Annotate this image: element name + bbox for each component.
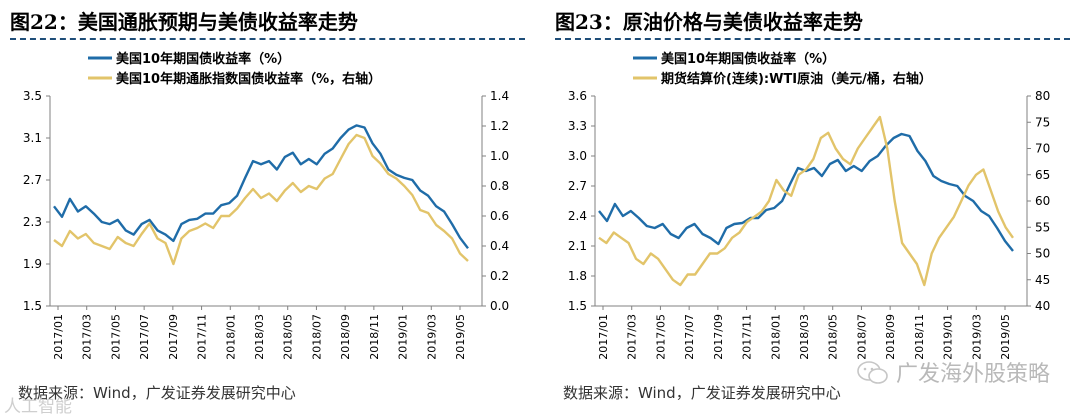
left-x-tick-label: 2018/09: [339, 314, 352, 360]
right-x-tick-label: 2019/05: [999, 314, 1012, 360]
right-right-tick-label: 55: [1035, 220, 1050, 234]
left-left-tick-label: 3.1: [23, 131, 42, 145]
right-left-tick-label: 2.1: [568, 239, 587, 253]
left-legend-label-0: 美国10年期国债收益率（%）: [116, 51, 290, 67]
right-x-tick-label: 2018/03: [798, 314, 811, 360]
right-left-tick-label: 3.0: [568, 149, 587, 163]
left-right-tick-label: 1.0: [490, 149, 509, 163]
right-x-tick-label: 2018/09: [884, 314, 897, 360]
left-right-tick-label: 1.2: [490, 119, 509, 133]
left-x-tick-label: 2018/05: [282, 314, 295, 360]
left-right-tick-label: 0.2: [490, 269, 509, 283]
right-left-tick-label: 2.4: [568, 209, 587, 223]
left-x-tick-label: 2017/07: [138, 314, 151, 360]
left-x-tick-label: 2018/07: [310, 314, 323, 360]
left-left-tick-label: 1.9: [23, 257, 42, 271]
wechat-watermark-icon: [857, 361, 888, 384]
right-left-tick-label: 3.3: [568, 119, 587, 133]
left-left-tick-label: 1.5: [23, 299, 42, 313]
right-right-tick-label: 40: [1035, 299, 1050, 313]
left-chart-panel: 图22：美国通胀预期与美债收益率走势 美国10年期国债收益率（%） 美国10年期通…: [0, 0, 530, 418]
left-series-line-1: [53, 133, 469, 266]
right-chart: 美国10年期国债收益率（%） 期货结算价(连续):WTI原油（美元/桶，右轴） 1.…: [568, 51, 1050, 360]
right-right-tick-label: 50: [1035, 247, 1050, 261]
left-x-tick-label: 2019/05: [454, 314, 467, 360]
left-x-tick-label: 2017/11: [196, 314, 209, 360]
left-x-tick-label: 2017/01: [52, 314, 65, 360]
right-x-tick-label: 2017/05: [654, 314, 667, 360]
right-chart-title: 图23：原油价格与美债收益率走势: [555, 10, 863, 34]
right-legend-label-1: 期货结算价(连续):WTI原油（美元/桶，右轴）: [661, 71, 932, 87]
right-x-tick-label: 2017/07: [683, 314, 696, 360]
left-x-tick-label: 2017/03: [81, 314, 94, 360]
right-series-line-1: [598, 115, 1014, 287]
right-right-tick-label: 75: [1035, 115, 1050, 129]
watermark-text: 广发海外股策略: [895, 362, 1050, 387]
right-right-tick-label: 65: [1035, 168, 1050, 182]
left-left-tick-label: 2.7: [23, 173, 42, 187]
left-title-rule: [10, 38, 525, 40]
right-right-tick-label: 70: [1035, 142, 1050, 156]
right-x-tick-label: 2017/01: [597, 314, 610, 360]
right-left-tick-label: 1.5: [568, 299, 587, 313]
right-source-note: 数据来源：Wind，广发证券发展研究中心: [563, 384, 841, 402]
right-x-tick-label: 2018/07: [855, 314, 868, 360]
left-chart: 美国10年期国债收益率（%） 美国10年期通胀指数国债收益率（%，右轴） 1.5 1.…: [23, 51, 509, 360]
right-right-tick-label: 60: [1035, 194, 1050, 208]
left-left-tick-label: 2.3: [23, 215, 42, 229]
right-left-tick-label: 3.6: [568, 89, 587, 103]
right-x-tick-label: 2017/03: [626, 314, 639, 360]
right-x-tick-label: 2019/01: [942, 314, 955, 360]
left-x-tick-label: 2017/05: [109, 314, 122, 360]
left-left-tick-label: 3.5: [23, 89, 42, 103]
left-chart-title: 图22：美国通胀预期与美债收益率走势: [10, 10, 358, 34]
left-right-tick-label: 1.4: [490, 89, 509, 103]
right-left-tick-label: 1.8: [568, 269, 587, 283]
right-x-tick-label: 2019/03: [970, 314, 983, 360]
right-chart-panel: 图23：原油价格与美债收益率走势 美国10年期国债收益率（%） 期货结算价(连续)…: [545, 0, 1075, 418]
right-x-tick-label: 2017/09: [712, 314, 725, 360]
left-x-tick-label: 2019/03: [425, 314, 438, 360]
right-x-tick-label: 2018/05: [827, 314, 840, 360]
left-right-tick-label: 0.6: [490, 209, 509, 223]
left-x-tick-label: 2018/03: [253, 314, 266, 360]
right-x-tick-label: 2018/01: [769, 314, 782, 360]
right-x-tick-label: 2017/11: [741, 314, 754, 360]
left-x-tick-label: 2018/01: [224, 314, 237, 360]
left-x-tick-label: 2019/01: [397, 314, 410, 360]
left-right-tick-label: 0.8: [490, 179, 509, 193]
right-legend-label-0: 美国10年期国债收益率（%）: [661, 51, 835, 67]
left-x-tick-label: 2017/09: [167, 314, 180, 360]
right-series-line-0: [598, 132, 1014, 252]
left-x-tick-label: 2018/11: [368, 314, 381, 360]
watermark-text-left: 人工智能: [4, 397, 72, 417]
right-title-rule: [555, 38, 1070, 40]
left-source-note: 数据来源：Wind，广发证券发展研究中心: [18, 384, 296, 402]
left-legend-label-1: 美国10年期通胀指数国债收益率（%，右轴）: [116, 71, 381, 87]
right-right-tick-label: 80: [1035, 89, 1050, 103]
left-right-tick-label: 0.4: [490, 239, 509, 253]
right-right-tick-label: 45: [1035, 273, 1050, 287]
left-right-tick-label: 0.0: [490, 299, 509, 313]
right-x-tick-label: 2018/11: [913, 314, 926, 360]
left-series-line-0: [53, 124, 469, 250]
right-left-tick-label: 2.7: [568, 179, 587, 193]
